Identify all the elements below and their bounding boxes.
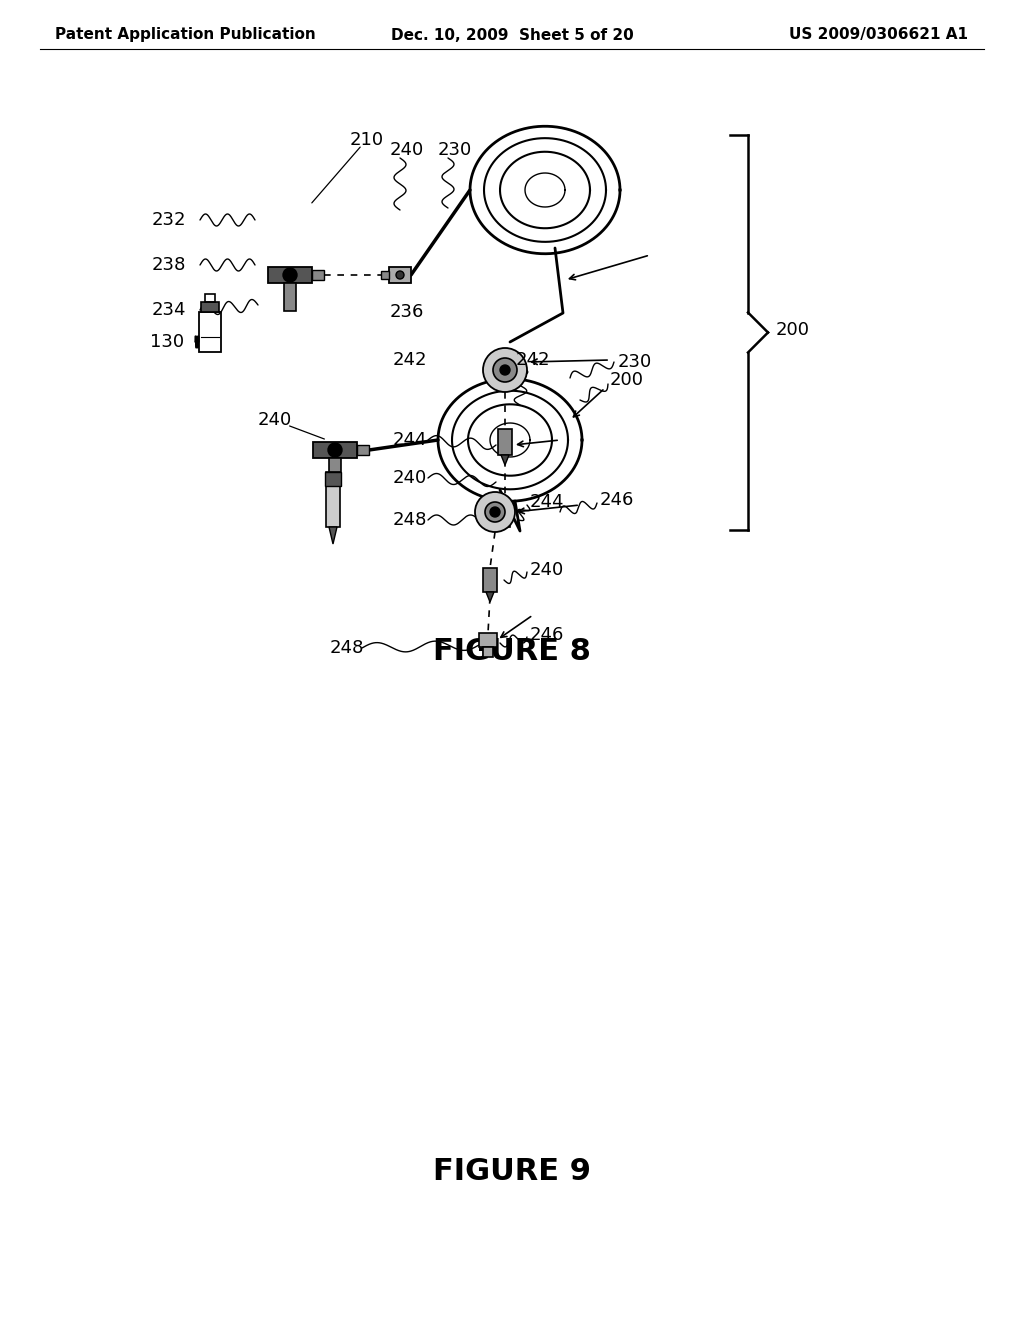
- Text: 248: 248: [393, 511, 427, 529]
- Text: 248: 248: [330, 639, 365, 657]
- Text: 238: 238: [152, 256, 186, 275]
- Polygon shape: [329, 527, 337, 544]
- Text: 200: 200: [610, 371, 644, 389]
- Text: 232: 232: [152, 211, 186, 228]
- Text: 244: 244: [530, 492, 564, 511]
- Bar: [389, 267, 411, 282]
- Text: Patent Application Publication: Patent Application Publication: [55, 28, 315, 42]
- Text: 246: 246: [600, 491, 635, 510]
- Text: 242: 242: [393, 351, 427, 370]
- Bar: [483, 568, 497, 591]
- Bar: [496, 503, 514, 517]
- Bar: [500, 517, 510, 527]
- Text: US 2009/0306621 A1: US 2009/0306621 A1: [790, 28, 968, 42]
- Circle shape: [483, 348, 527, 392]
- Bar: [479, 634, 497, 647]
- Bar: [205, 294, 215, 302]
- Bar: [268, 267, 312, 282]
- Text: 242: 242: [516, 351, 551, 370]
- Polygon shape: [501, 455, 509, 465]
- Text: FIGURE 8: FIGURE 8: [433, 638, 591, 667]
- Bar: [357, 445, 369, 455]
- Bar: [498, 429, 512, 455]
- Text: 200: 200: [776, 321, 810, 339]
- Bar: [325, 473, 341, 486]
- Text: 240: 240: [390, 141, 424, 158]
- Circle shape: [328, 444, 342, 457]
- Circle shape: [490, 507, 500, 517]
- Text: 210: 210: [350, 131, 384, 149]
- Text: 230: 230: [438, 141, 472, 158]
- Text: Dec. 10, 2009  Sheet 5 of 20: Dec. 10, 2009 Sheet 5 of 20: [390, 28, 634, 42]
- Bar: [284, 282, 296, 312]
- Polygon shape: [486, 591, 494, 602]
- Bar: [313, 442, 357, 458]
- Text: 234: 234: [152, 301, 186, 319]
- Circle shape: [396, 271, 404, 279]
- Text: 240: 240: [258, 411, 292, 429]
- Text: 246: 246: [530, 626, 564, 644]
- Text: 240: 240: [393, 469, 427, 487]
- Circle shape: [475, 492, 515, 532]
- Circle shape: [283, 268, 297, 282]
- Bar: [201, 302, 219, 312]
- Bar: [381, 271, 389, 279]
- Text: FIGURE 9: FIGURE 9: [433, 1158, 591, 1187]
- Circle shape: [493, 358, 517, 381]
- Bar: [329, 458, 341, 486]
- Text: 244: 244: [393, 432, 427, 449]
- Text: 240: 240: [530, 561, 564, 579]
- Bar: [483, 647, 493, 657]
- Bar: [312, 271, 324, 280]
- Text: 130: 130: [150, 333, 184, 351]
- Circle shape: [485, 502, 505, 521]
- Bar: [326, 473, 340, 527]
- Circle shape: [500, 366, 510, 375]
- Text: 230: 230: [618, 352, 652, 371]
- Bar: [199, 312, 221, 352]
- Text: 236: 236: [390, 304, 424, 321]
